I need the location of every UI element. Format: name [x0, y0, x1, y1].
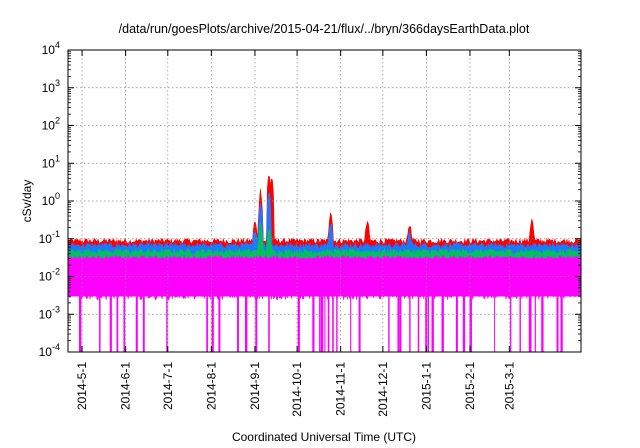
plot-area	[68, 176, 581, 352]
series-2	[68, 221, 581, 266]
y-tick-label: 100	[42, 191, 60, 208]
x-tick-label: 2014-8-1	[204, 362, 218, 410]
x-tick-label: 2014-7-1	[161, 362, 175, 410]
x-tick-label: 2014-5-1	[75, 362, 89, 410]
y-tick-label: 10-1	[39, 229, 60, 246]
y-tick-label: 10-2	[39, 267, 60, 284]
axes: 10-4 10-3 10-2 10-1 100 101 102 103 104 2014-5-1 2…	[39, 40, 581, 417]
grid	[68, 50, 581, 352]
x-axis-label: Coordinated Universal Time (UTC)	[232, 430, 416, 444]
x-tick-label: 2015-3-1	[502, 362, 516, 410]
x-tick-label: 2015-1-1	[419, 362, 433, 410]
y-tick-label: 10-4	[39, 342, 60, 359]
series-area-1	[68, 192, 581, 260]
x-tick-label: 2014-11-1	[334, 362, 348, 416]
x-tick-label: 2014-9-1	[248, 362, 262, 410]
x-tick-label: 2014-10-1	[290, 362, 304, 417]
y-tick-label: 104	[42, 40, 60, 57]
y-axis-label: cSv/day	[20, 180, 34, 223]
chart-title: /data/run/goesPlots/archive/2015-04-21/f…	[119, 22, 530, 36]
y-tick-label: 102	[42, 116, 60, 133]
series-area-0	[68, 176, 581, 255]
series-area-2	[68, 221, 581, 266]
y-tick-label: 10-3	[39, 304, 60, 321]
x-tick-label: 2015-2-1	[463, 362, 477, 410]
series-3	[68, 254, 581, 352]
y-tick-label: 101	[42, 153, 60, 170]
x-tick-label: 2014-12-1	[376, 362, 390, 417]
x-tick-label: 2014-6-1	[119, 362, 133, 410]
y-tick-label: 103	[42, 78, 60, 95]
series-1	[68, 192, 581, 260]
series-0	[68, 176, 581, 255]
